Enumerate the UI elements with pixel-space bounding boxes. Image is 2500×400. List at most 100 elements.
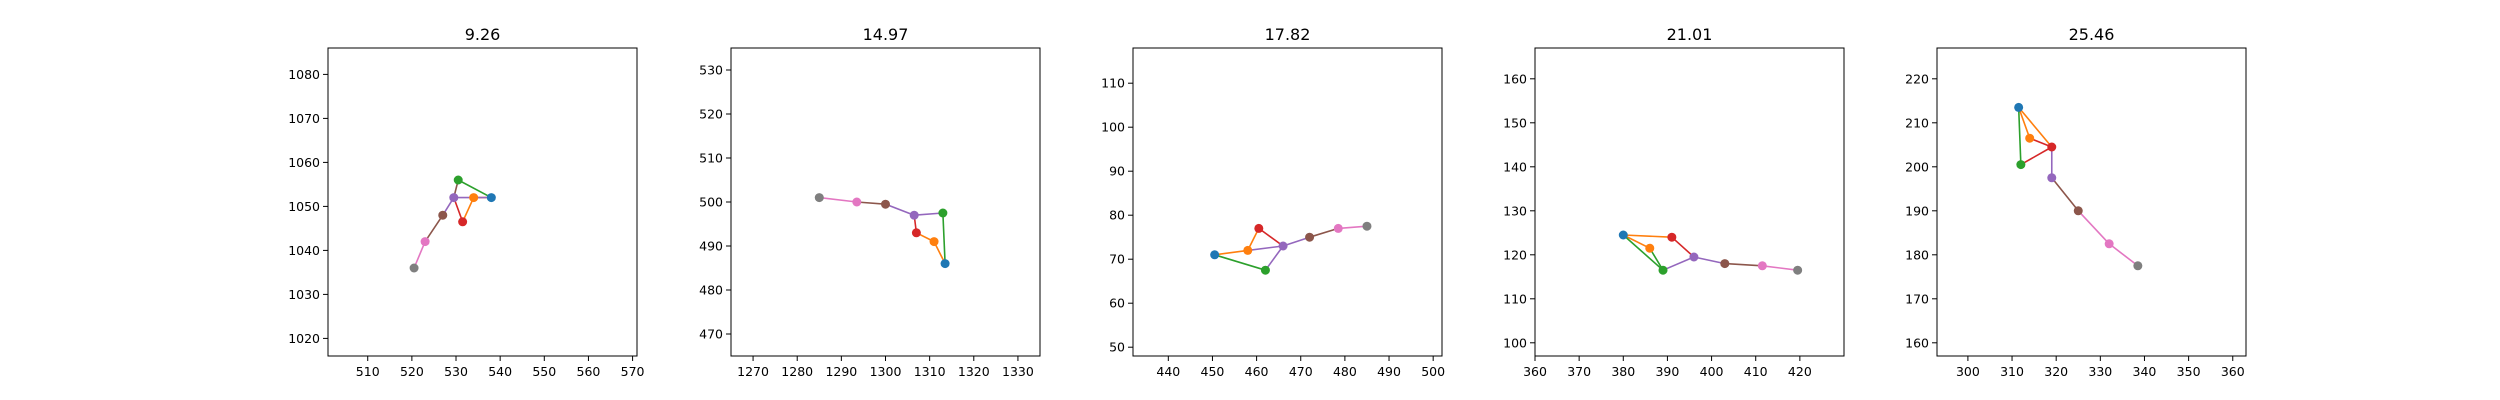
plot-frame <box>1936 47 2247 357</box>
x-tick-label: 440 <box>1156 364 1180 379</box>
x-tick-label: 1270 <box>737 364 769 379</box>
y-tick-label: 60 <box>1109 296 1125 311</box>
data-point <box>1757 261 1767 271</box>
chart-title: 14.97 <box>863 25 909 44</box>
data-point <box>1645 243 1655 253</box>
data-point <box>1720 259 1730 269</box>
data-point <box>2133 261 2143 271</box>
y-tick-label: 110 <box>1101 76 1125 91</box>
y-tick-label: 520 <box>699 107 723 122</box>
x-tick-label: 310 <box>2000 364 2024 379</box>
y-tick-label: 160 <box>1905 335 1929 350</box>
chart-panel-5: 25.46 300 310 320 330 340 350 360 160 170 180 190 20… <box>1905 25 2247 379</box>
series-segment <box>942 212 946 264</box>
series-segment <box>856 201 886 205</box>
data-point <box>852 197 862 207</box>
y-tick-label: 1050 <box>288 199 320 214</box>
series-segment <box>2108 243 2139 267</box>
y-tick-label: 190 <box>1905 203 1929 218</box>
data-point <box>2047 173 2057 183</box>
y-tick-label: 170 <box>1905 291 1929 306</box>
y-tick-label: 100 <box>1503 335 1527 350</box>
series-segment <box>2077 210 2110 245</box>
x-tick-label: 510 <box>356 364 380 379</box>
x-tick-label: 360 <box>2221 364 2245 379</box>
data-point <box>1254 223 1264 233</box>
x-tick-label: 1290 <box>825 364 857 379</box>
y-tick-label: 180 <box>1905 247 1929 262</box>
data-point <box>2014 102 2024 112</box>
y-tick-label: 110 <box>1503 291 1527 306</box>
data-point <box>911 228 921 238</box>
y-tick-label: 500 <box>699 195 723 210</box>
y-tick-label: 90 <box>1109 164 1125 179</box>
plot-frame <box>1132 47 1443 357</box>
x-tick-label: 330 <box>2088 364 2112 379</box>
plot-frame <box>327 47 638 357</box>
data-point <box>938 208 948 218</box>
y-tick-label: 530 <box>699 63 723 78</box>
plot-frame <box>1534 47 1845 357</box>
series-segment <box>819 196 857 203</box>
x-tick-label: 340 <box>2133 364 2157 379</box>
chart-title: 17.82 <box>1265 25 1311 44</box>
x-tick-label: 1300 <box>870 364 902 379</box>
chart-panel-1: 9.26 510 520 530 540 550 560 570 1020 1030 1040 105… <box>288 25 644 379</box>
x-tick-label: 420 <box>1788 364 1812 379</box>
x-tick-label: 1280 <box>781 364 813 379</box>
data-point <box>929 237 939 247</box>
series-segment <box>1622 234 1664 271</box>
series-segment <box>1622 234 1651 249</box>
data-point <box>1260 265 1270 275</box>
y-tick-label: 130 <box>1503 203 1527 218</box>
data-point <box>940 259 950 269</box>
series-segment <box>914 212 943 216</box>
series-segment <box>1693 256 1725 265</box>
y-tick-label: 100 <box>1101 120 1125 135</box>
x-tick-label: 520 <box>400 364 424 379</box>
chart-panel-3: 17.82 440 450 460 470 480 490 500 50 60 70 80 90 100 1… <box>1101 25 1445 379</box>
chart-title: 25.46 <box>2069 25 2115 44</box>
x-tick-label: 350 <box>2177 364 2201 379</box>
series-segment <box>2017 107 2031 139</box>
data-point <box>881 199 890 209</box>
data-point <box>1362 221 1372 231</box>
data-point <box>449 193 459 203</box>
data-point <box>1689 252 1699 262</box>
series-segment <box>1623 234 1672 238</box>
x-tick-label: 480 <box>1333 364 1357 379</box>
series-segment <box>1214 254 1266 271</box>
x-tick-label: 560 <box>577 364 601 379</box>
x-tick-label: 300 <box>1956 364 1980 379</box>
y-tick-label: 120 <box>1503 247 1527 262</box>
data-point <box>2025 133 2035 143</box>
series-segment <box>1247 245 1284 252</box>
y-tick-label: 150 <box>1503 115 1527 130</box>
chart-title: 9.26 <box>465 25 501 44</box>
y-tick-label: 220 <box>1905 71 1929 86</box>
data-point <box>1658 265 1668 275</box>
x-tick-label: 1310 <box>914 364 946 379</box>
series-segment <box>1264 245 1284 271</box>
x-tick-label: 410 <box>1744 364 1768 379</box>
data-point <box>1305 232 1315 242</box>
y-tick-label: 1080 <box>288 67 320 82</box>
series-segment <box>424 214 444 243</box>
x-tick-label: 390 <box>1655 364 1679 379</box>
data-point <box>469 193 479 203</box>
series-segment <box>457 179 492 199</box>
x-tick-label: 360 <box>1523 364 1547 379</box>
data-point <box>420 237 430 247</box>
x-tick-label: 400 <box>1700 364 1724 379</box>
y-tick-label: 70 <box>1109 252 1125 267</box>
chart-panel-2: 14.97 1270 1280 1290 1300 1310 1320 1330 470 480 4… <box>699 25 1041 379</box>
series-segment <box>2017 107 2022 165</box>
series-segment <box>1762 265 1798 271</box>
series-segment <box>1671 236 1695 258</box>
data-point <box>1618 230 1628 240</box>
y-tick-label: 490 <box>699 239 723 254</box>
x-tick-label: 450 <box>1201 364 1225 379</box>
x-tick-label: 490 <box>1377 364 1401 379</box>
data-point <box>438 210 448 220</box>
